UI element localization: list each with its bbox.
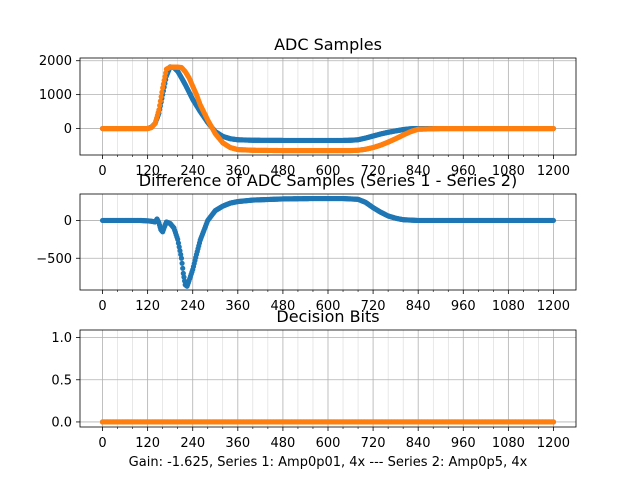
x-tick-label: 600 — [316, 164, 341, 179]
x-tick-label: 720 — [361, 436, 386, 451]
x-tick-label: 840 — [406, 436, 431, 451]
y-tick-label: 0 — [64, 122, 72, 137]
data-point — [178, 255, 185, 261]
x-tick-label: 120 — [135, 164, 160, 179]
x-tick-label: 240 — [180, 164, 205, 179]
y-tick-label: 0.0 — [51, 415, 72, 430]
data-point — [156, 107, 162, 113]
axes-frame — [79, 57, 577, 156]
x-tick-label: 480 — [270, 164, 295, 179]
x-tick-label: 1080 — [492, 436, 525, 451]
panel-1: 0 120 240 360 480 600 720 840 960 1080 1200 0 1000 20… — [39, 35, 577, 179]
data-point — [550, 419, 557, 425]
data-point — [157, 102, 163, 109]
x-tick-label: 120 — [135, 436, 160, 451]
figure-caption: Gain: -1.625, Series 1: Amp0p01, 4x --- … — [129, 455, 528, 470]
series-1 — [99, 195, 557, 289]
x-tick-label: 960 — [451, 164, 476, 179]
x-tick-label: 360 — [225, 164, 250, 179]
x-tick-label: 600 — [316, 436, 341, 451]
x-tick-label: 960 — [451, 436, 476, 451]
x-tick-label: 240 — [180, 436, 205, 451]
x-tick-label: 1200 — [537, 436, 570, 451]
y-tick-label: −500 — [36, 252, 72, 267]
x-tick-label: 480 — [270, 436, 295, 451]
series-2 — [99, 64, 557, 154]
x-tick-label: 840 — [406, 299, 431, 314]
x-tick-label: 120 — [135, 299, 160, 314]
data-point — [179, 260, 185, 266]
data-point — [180, 265, 186, 271]
panel-title: Difference of ADC Samples (Series 1 - Se… — [139, 171, 517, 190]
y-tick-label: 1000 — [39, 88, 72, 103]
panel-title: ADC Samples — [274, 35, 382, 54]
panel-2: 0 120 240 360 480 600 720 840 960 1080 1200 −500 0 Di… — [36, 171, 577, 314]
y-tick-label: 1.0 — [51, 331, 72, 346]
axes-frame — [79, 193, 577, 291]
series-2 — [99, 419, 557, 425]
data-point — [550, 125, 557, 132]
x-tick-label: 0 — [98, 164, 106, 179]
x-tick-label: 1200 — [537, 299, 570, 314]
data-point — [550, 217, 557, 224]
y-tick-label: 0.5 — [51, 373, 72, 388]
x-tick-label: 480 — [270, 299, 295, 314]
x-tick-label: 360 — [225, 299, 250, 314]
x-tick-label: 600 — [316, 299, 341, 314]
data-point — [158, 94, 164, 100]
x-tick-label: 1080 — [492, 299, 525, 314]
panel-title: Decision Bits — [276, 307, 379, 326]
data-point — [159, 89, 165, 95]
x-tick-label: 0 — [98, 436, 106, 451]
x-tick-label: 960 — [451, 299, 476, 314]
data-point — [157, 98, 164, 104]
y-tick-label: 2000 — [39, 54, 72, 69]
x-tick-label: 360 — [225, 436, 250, 451]
y-tick-label: 0 — [64, 214, 72, 229]
axes-frame — [79, 329, 577, 428]
panel-3: 0 120 240 360 480 600 720 840 960 1080 1200 0.0 0.5 1… — [51, 307, 577, 451]
x-tick-label: 1200 — [537, 164, 570, 179]
x-tick-label: 240 — [180, 299, 205, 314]
x-tick-label: 720 — [361, 299, 386, 314]
x-tick-label: 840 — [406, 164, 431, 179]
x-tick-label: 0 — [98, 299, 106, 314]
x-tick-label: 720 — [361, 164, 386, 179]
x-tick-label: 1080 — [492, 164, 525, 179]
